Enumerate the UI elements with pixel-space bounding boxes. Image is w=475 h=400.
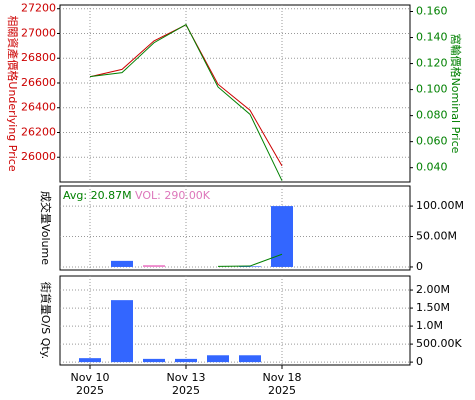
- bar: [143, 358, 165, 363]
- bar: [111, 300, 133, 363]
- tick-label: 2.00M: [416, 283, 450, 296]
- y2-axis-title: 窩輪價格Nominal Price: [449, 34, 463, 154]
- tick-label: 0.060: [416, 135, 448, 148]
- bar: [271, 206, 293, 267]
- tick-label: 0.160: [416, 5, 448, 18]
- bar: [79, 358, 101, 363]
- tick-label: 1.0M: [416, 319, 443, 332]
- plot-frame: [59, 275, 411, 366]
- y-axis-title: 街貨量O/S Qty.: [39, 282, 53, 359]
- tick-label: 0: [416, 260, 423, 273]
- x-tick-label: Nov 10 2025: [70, 371, 110, 397]
- bar: [239, 266, 261, 267]
- tick-label: 1.50M: [416, 301, 450, 314]
- tick-label: 0.140: [416, 31, 448, 44]
- bar: [143, 265, 165, 267]
- bar: [175, 358, 197, 363]
- tick-label: 0.100: [416, 83, 448, 96]
- line: [89, 23, 283, 181]
- tick-label: 0.120: [416, 57, 448, 70]
- tick-label: 26800: [21, 51, 56, 64]
- tick-label: 0.040: [416, 161, 448, 174]
- bar: [239, 355, 261, 363]
- bar: [207, 355, 229, 363]
- y-axis-title: 成交量Volume: [39, 191, 53, 265]
- plot-frame: [59, 4, 411, 183]
- tick-label: 27200: [21, 2, 56, 15]
- tick-label: 0: [416, 355, 423, 368]
- tick-label: 26200: [21, 125, 56, 138]
- tick-label: 500.00K: [416, 337, 462, 350]
- tick-label: 26400: [21, 101, 56, 114]
- line: [217, 253, 283, 267]
- tick-label: 0.080: [416, 109, 448, 122]
- tick-label: 27000: [21, 26, 56, 39]
- tick-label: 100.00M: [416, 199, 464, 212]
- plot-frame: [59, 185, 411, 271]
- x-tick-label: Nov 13 2025: [166, 371, 206, 397]
- tick-label: 50.00M: [416, 230, 457, 243]
- annotation: Avg: 20.87M: [63, 189, 132, 202]
- x-tick-label: Nov 18 2025: [262, 371, 302, 397]
- tick-label: 26000: [21, 150, 56, 163]
- annotation: VOL: 290.00K: [135, 189, 211, 202]
- y-axis-title: 相關資產價格Underlying Price: [6, 15, 20, 171]
- tick-label: 26600: [21, 76, 56, 89]
- bar: [111, 260, 133, 267]
